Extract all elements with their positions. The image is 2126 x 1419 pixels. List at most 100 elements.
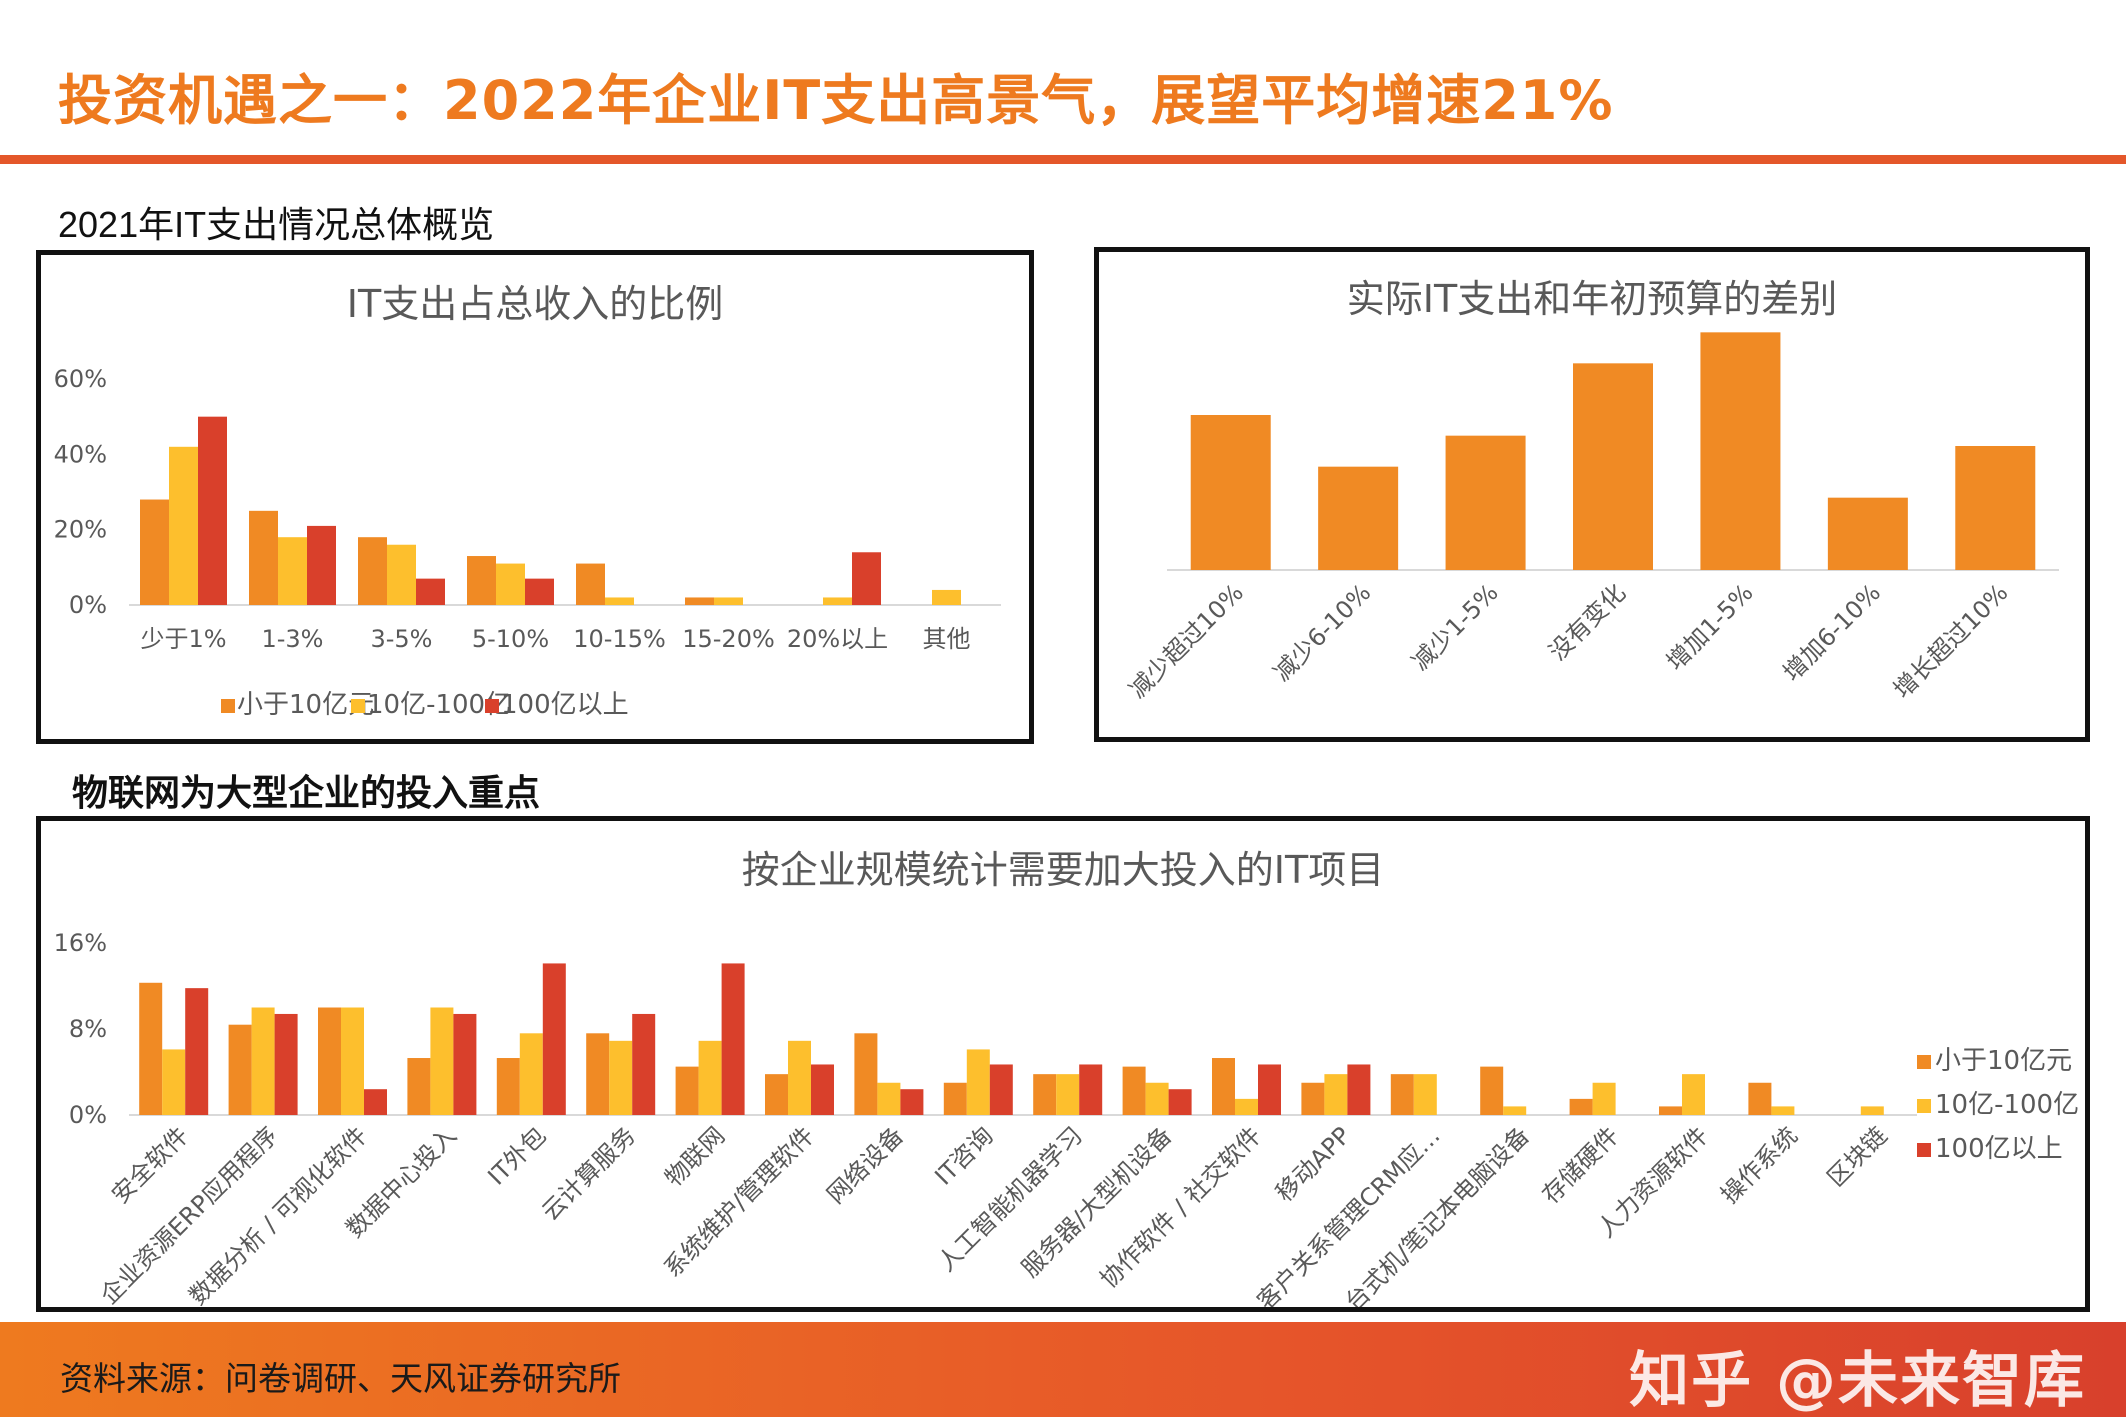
bar-series-3 — [721, 963, 745, 1115]
x-tick-label: 云计算服务 — [536, 1121, 641, 1226]
bar-series-1 — [1122, 1066, 1146, 1115]
x-tick-label: 安全软件 — [106, 1121, 194, 1209]
bar-series-3 — [364, 1089, 387, 1115]
bar-series-2 — [387, 544, 416, 605]
bar-value — [1318, 466, 1399, 570]
bar-series-2 — [1056, 1074, 1080, 1115]
bar-series-3 — [1258, 1064, 1281, 1115]
x-tick-label: 1-3% — [261, 625, 323, 653]
x-tick-label: 10-15% — [573, 625, 666, 653]
bar-series-2 — [1860, 1106, 1884, 1115]
x-tick-label: 企业资源ERP应用程序 — [95, 1121, 283, 1307]
bar-series-1 — [1480, 1066, 1504, 1115]
bar-series-3 — [274, 1013, 298, 1115]
bar-series-1 — [249, 510, 278, 605]
bar-series-1 — [139, 982, 163, 1115]
y-tick-label: 8% — [69, 1015, 107, 1043]
x-tick-label: 操作系统 — [1715, 1121, 1803, 1209]
bar-series-1 — [1301, 1082, 1325, 1115]
bar-value — [1445, 435, 1526, 570]
x-tick-label: 减少6-10% — [1268, 578, 1376, 686]
bar-series-3 — [632, 1013, 656, 1115]
x-tick-label: 少于1% — [140, 625, 226, 653]
legend-swatch-series-1 — [221, 699, 235, 713]
bar-value — [1700, 332, 1781, 570]
bar-series-3 — [900, 1089, 924, 1115]
x-tick-label: 服务器/大型机设备 — [1016, 1121, 1177, 1282]
bar-series-1 — [586, 1033, 610, 1115]
bar-series-2 — [341, 1007, 364, 1115]
legend-swatch-series-1 — [1917, 1055, 1931, 1069]
bar-series-2 — [877, 1082, 901, 1115]
bar-series-1 — [1659, 1106, 1682, 1115]
source-note: 资料来源：问卷调研、天风证券研究所 — [60, 1360, 621, 1397]
x-tick-label: 区块链 — [1822, 1121, 1893, 1192]
x-tick-label: 没有变化 — [1544, 578, 1632, 666]
x-tick-label: 网络设备 — [821, 1121, 909, 1209]
bar-series-3 — [185, 988, 209, 1115]
x-tick-label: 存储硬件 — [1537, 1121, 1625, 1209]
bar-series-3 — [811, 1064, 834, 1115]
bar-series-2 — [605, 597, 634, 605]
y-tick-label: 40% — [54, 440, 107, 468]
bar-series-2 — [169, 446, 198, 605]
bar-series-2 — [698, 1040, 722, 1115]
bar-series-2 — [1682, 1074, 1705, 1115]
x-tick-label: 物联网 — [660, 1121, 731, 1192]
bar-series-2 — [1503, 1106, 1527, 1115]
bar-series-3 — [1079, 1064, 1103, 1115]
bar-series-2 — [823, 597, 852, 605]
footer-bar: 资料来源：问卷调研、天风证券研究所 知乎 @未来智库 — [0, 1322, 2126, 1417]
bar-series-3 — [525, 578, 554, 605]
bar-series-2 — [1145, 1082, 1169, 1115]
bar-series-3 — [542, 963, 566, 1115]
bar-series-2 — [1324, 1074, 1348, 1115]
bar-series-1 — [467, 556, 496, 605]
legend-swatch-series-3 — [1917, 1143, 1931, 1157]
y-tick-label: 20% — [54, 516, 107, 544]
bar-series-2 — [162, 1049, 186, 1115]
bar-series-2 — [932, 589, 961, 605]
x-tick-label: 客户关系管理CRM应… — [1252, 1121, 1446, 1307]
y-tick-label: 0% — [69, 1101, 107, 1129]
legend-label: 100亿以上 — [501, 690, 629, 720]
bar-series-3 — [416, 578, 445, 605]
bar-series-2 — [1771, 1106, 1795, 1115]
bar-series-2 — [251, 1007, 275, 1115]
x-tick-label: 协作软件 / 社交软件 — [1095, 1121, 1267, 1293]
bar-series-2 — [966, 1049, 990, 1115]
bar-series-1 — [943, 1082, 967, 1115]
x-tick-label: IT外包 — [482, 1121, 551, 1190]
x-tick-label: 增长超过10% — [1888, 578, 2013, 703]
bar-series-2 — [430, 1007, 454, 1115]
chart-title: IT支出占总收入的比例 — [347, 282, 723, 326]
chart-panel-budget-difference: 实际IT支出和年初预算的差别 减少超过10% 减少6-10% 减少1-5% 没有变化 增加… — [1094, 247, 2090, 742]
bar-value — [1573, 363, 1653, 570]
bar-series-1 — [854, 1033, 878, 1115]
bar-value — [1827, 497, 1908, 570]
bar-series-1 — [496, 1058, 520, 1115]
bar-series-2 — [788, 1040, 811, 1115]
bar-series-1 — [1390, 1074, 1414, 1115]
x-tick-label: 增加6-10% — [1778, 578, 1886, 686]
legend-label: 100亿以上 — [1935, 1134, 2063, 1164]
y-tick-label: 0% — [69, 591, 107, 619]
x-tick-label: 系统维护/管理软件 — [658, 1121, 819, 1282]
bar-series-2 — [278, 537, 307, 605]
legend-swatch-series-2 — [351, 699, 365, 713]
x-tick-label: 移动APP — [1270, 1121, 1356, 1207]
legend-label: 10亿-100亿 — [1935, 1090, 2079, 1120]
chart-it-investment-items: 按企业规模统计需要加大投入的IT项目 0% 8% 16% 安全软件企业资源ERP应用程序… — [54, 848, 2079, 1307]
bar-series-1 — [228, 1024, 252, 1115]
bar-series-1 — [765, 1074, 788, 1115]
bar-series-1 — [358, 537, 387, 605]
watermark-text: 知乎 @未来智库 — [1629, 1346, 2086, 1416]
bar-series-2 — [1413, 1074, 1437, 1115]
bar-series-3 — [989, 1064, 1013, 1115]
y-tick-label: 16% — [54, 929, 107, 957]
bar-series-3 — [453, 1013, 477, 1115]
bar-series-1 — [576, 563, 605, 605]
bar-series-1 — [1569, 1098, 1593, 1115]
x-tick-label: 15-20% — [682, 625, 775, 653]
